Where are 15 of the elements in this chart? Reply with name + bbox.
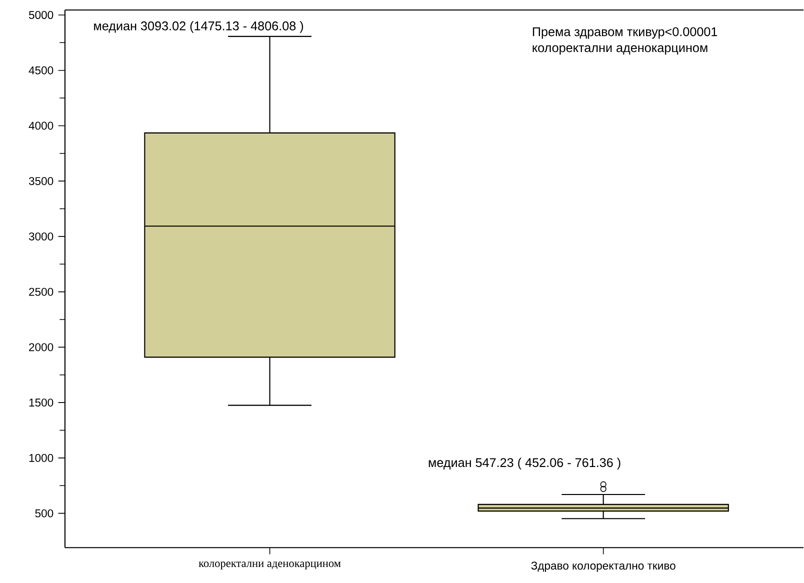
- y-tick-label: 1500: [29, 398, 54, 407]
- annotation: колоректални аденокарцином: [532, 45, 708, 55]
- x-tick-label: Здраво колоректално ткиво: [531, 562, 676, 572]
- y-tick-label: 4500: [28, 66, 54, 75]
- y-tick-label: 2500: [29, 288, 54, 296]
- annotation: медиан 3093.02 (1475.13 - 4806.08 ): [94, 21, 304, 34]
- y-tick-label: 4000: [28, 122, 54, 130]
- y-tick-label: 3500: [28, 177, 54, 186]
- y-tick-label: 2000: [29, 343, 54, 352]
- annotation: Према здравом ткивур<0.00001: [532, 27, 718, 39]
- y-tick-label: 500: [35, 510, 54, 518]
- annotation: медиан 547.23 ( 452.06 - 761.36 ): [428, 458, 620, 470]
- y-tick-label: 1000: [29, 454, 54, 462]
- y-tick-label: 3000: [28, 232, 54, 241]
- y-tick-label: 5000: [28, 11, 54, 20]
